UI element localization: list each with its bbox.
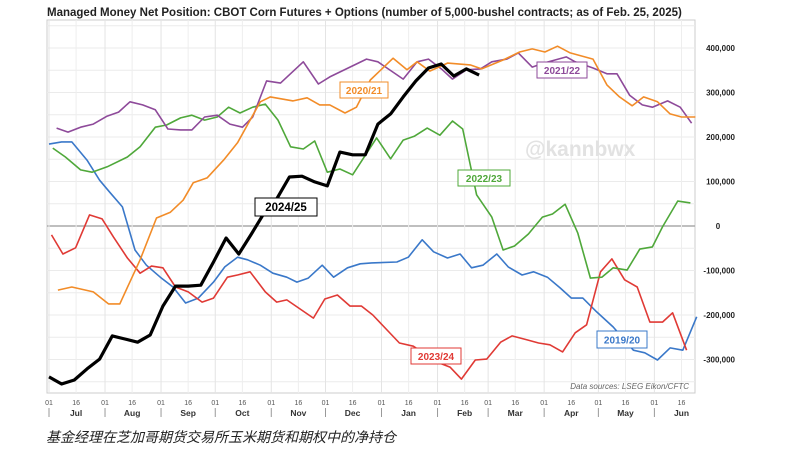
x-day-tick-label: 01: [650, 400, 658, 407]
x-day-tick-label: 01: [45, 400, 53, 407]
x-month-label: Jun: [674, 408, 689, 418]
series-label-2022-23: 2022/23: [466, 174, 503, 185]
x-day-tick-label: 16: [349, 400, 357, 407]
series-label-2019-20-box: [596, 330, 648, 349]
x-day-tick-label: 01: [322, 400, 330, 407]
y-tick-label: -200,000: [703, 311, 735, 320]
x-day-tick-label: 16: [128, 400, 136, 407]
x-month-label: Jul: [70, 408, 82, 418]
y-tick-label: -300,000: [703, 356, 735, 365]
source-note: Data sources: LSEG Eikon/CFTC: [570, 382, 689, 391]
x-day-tick-label: 01: [484, 400, 492, 407]
x-day-tick-label: 16: [678, 400, 686, 407]
series-line-2021-22: [56, 52, 693, 133]
series-label-2019-20: 2019/20: [604, 336, 641, 347]
x-day-tick-label: 01: [540, 400, 548, 407]
x-day-tick-label: 16: [294, 400, 302, 407]
y-tick-label: 400,000: [706, 44, 735, 53]
series-label-2024-25-box: [254, 197, 318, 217]
x-month-label: Aug: [124, 408, 141, 418]
series-label-2021-22: 2021/22: [544, 66, 581, 77]
y-tick-label: 0: [716, 222, 721, 231]
series-line-2020-21: [57, 45, 696, 305]
x-day-tick-label: 16: [461, 400, 469, 407]
x-day-tick-label: 01: [211, 400, 219, 407]
y-tick-label: 200,000: [706, 133, 735, 142]
x-month-label: Oct: [235, 408, 249, 418]
x-day-tick-label: 16: [622, 400, 630, 407]
x-day-tick-label: 16: [405, 400, 413, 407]
series-label-2023-24: 2023/24: [418, 352, 455, 363]
x-day-tick-label: 16: [567, 400, 575, 407]
series-label-2022-23-box: [457, 169, 511, 187]
x-month-label: May: [617, 408, 634, 418]
x-day-tick-label: 01: [434, 400, 442, 407]
chart-title: Managed Money Net Position: CBOT Corn Fu…: [47, 7, 682, 19]
x-month-label: Dec: [345, 408, 361, 418]
series-label-2021-22-box: [536, 61, 588, 79]
series-labels: 2019/20 2020/21 2021/22 2022/23 2023/24 2024/…: [254, 61, 648, 365]
series-lines: [48, 45, 698, 386]
series-line-2019-20: [48, 141, 698, 361]
x-day-tick-label: 16: [238, 400, 246, 407]
x-month-label: Feb: [457, 408, 472, 418]
x-month-label: Jan: [401, 408, 416, 418]
x-month-label: Mar: [508, 408, 524, 418]
watermark: @kannbwx: [525, 138, 636, 161]
series-label-2024-25: 2024/25: [265, 202, 307, 214]
y-tick-label: 100,000: [706, 177, 735, 186]
x-day-tick-label: 16: [184, 400, 192, 407]
x-month-label: Apr: [564, 408, 579, 418]
x-month-label: Sep: [180, 408, 196, 418]
x-day-tick-label: 16: [511, 400, 519, 407]
x-day-tick-label: 01: [594, 400, 602, 407]
x-day-tick-label: 16: [72, 400, 80, 407]
y-tick-label: 300,000: [706, 88, 735, 97]
series-line-2023-24: [50, 214, 688, 380]
series-label-2020-21: 2020/21: [346, 86, 383, 97]
series-line-2022-23: [52, 103, 691, 279]
x-day-tick-label: 01: [157, 400, 165, 407]
series-label-2023-24-box: [410, 347, 462, 365]
x-day-tick-label: 01: [267, 400, 275, 407]
x-day-tick-label: 01: [101, 400, 109, 407]
series-label-2020-21-box: [339, 81, 389, 99]
figure-caption: 基金经理在芝加哥期货交易所玉米期货和期权中的净持仓: [46, 430, 396, 446]
y-tick-label: -100,000: [703, 267, 735, 276]
x-day-tick-label: 01: [378, 400, 386, 407]
x-month-label: Nov: [290, 408, 306, 418]
